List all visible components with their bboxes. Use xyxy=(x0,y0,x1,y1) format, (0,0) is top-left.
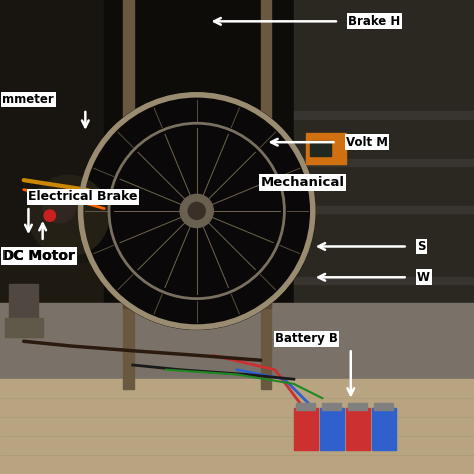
Circle shape xyxy=(188,202,205,219)
Bar xyxy=(296,403,315,410)
Bar xyxy=(0,303,474,389)
Circle shape xyxy=(28,175,109,256)
Bar xyxy=(346,408,370,450)
Text: Mechanical: Mechanical xyxy=(261,176,345,189)
Bar xyxy=(372,408,396,450)
Text: Volt M: Volt M xyxy=(346,136,388,149)
Bar xyxy=(261,0,271,389)
Text: mmeter: mmeter xyxy=(2,93,54,106)
Bar xyxy=(294,277,474,284)
Bar xyxy=(0,0,474,133)
Text: DC: DC xyxy=(2,249,24,263)
Bar xyxy=(123,181,271,190)
Bar xyxy=(123,0,134,389)
Bar xyxy=(0,379,474,474)
Bar xyxy=(294,159,474,166)
Bar xyxy=(5,318,43,337)
Circle shape xyxy=(44,210,55,221)
Bar xyxy=(294,111,474,118)
Bar xyxy=(320,408,344,450)
Bar xyxy=(294,408,318,450)
Text: D: D xyxy=(2,249,14,263)
Text: Battery B: Battery B xyxy=(275,332,338,346)
Bar xyxy=(374,403,393,410)
Bar xyxy=(294,0,474,356)
Text: C Motor: C Motor xyxy=(13,249,74,263)
Bar xyxy=(0,0,109,261)
Bar xyxy=(348,403,367,410)
Bar xyxy=(294,206,474,213)
Text: Brake H: Brake H xyxy=(348,15,401,28)
Circle shape xyxy=(43,190,76,223)
Text: Electrical Brake: Electrical Brake xyxy=(28,190,138,203)
Bar xyxy=(9,284,38,322)
Text: DC Motor: DC Motor xyxy=(2,249,75,263)
Bar xyxy=(322,403,341,410)
Bar xyxy=(123,300,271,308)
Bar xyxy=(306,133,346,164)
Text: S: S xyxy=(417,240,426,253)
Circle shape xyxy=(78,92,315,329)
Bar xyxy=(310,141,331,156)
Bar xyxy=(104,0,294,308)
Circle shape xyxy=(180,194,213,228)
Text: W: W xyxy=(417,271,430,284)
